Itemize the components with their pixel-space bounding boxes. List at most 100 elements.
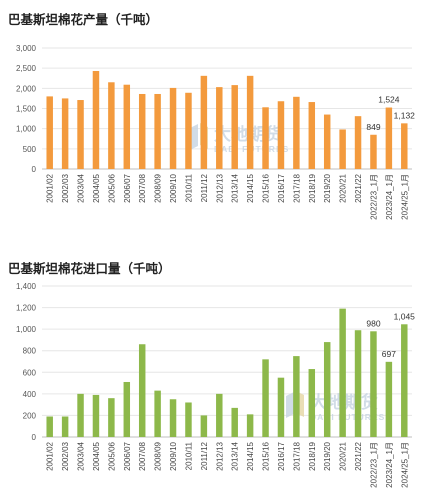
bar [308,102,316,169]
bar [123,84,131,169]
bar [293,356,300,437]
bar [138,344,146,437]
y-tick-label: 0 [32,165,37,174]
x-tick-label: 2002/03 [61,441,70,470]
data-label: 1,132 [394,110,416,120]
bar [385,361,393,437]
logo-icon [286,392,294,418]
x-tick-label: 2003/04 [77,441,86,470]
x-tick-label: 2004/05 [92,173,101,202]
x-tick-label: 2024/25_1月 [400,174,409,220]
x-tick-label: 2014/15 [246,441,255,470]
x-tick-label: 2007/08 [138,441,147,470]
x-tick-label: 2006/07 [123,441,132,470]
data-label: 697 [382,349,396,359]
bar [231,407,238,437]
bar [185,92,192,169]
bar [108,398,115,437]
x-tick-label: 2007/08 [138,173,147,202]
x-tick-label: 2018/19 [308,441,317,470]
x-tick-label: 2014/15 [246,173,255,202]
bar [401,324,408,437]
bar [61,98,69,169]
bar [277,101,285,169]
x-tick-label: 2020/21 [339,173,348,202]
x-tick-label: 2001/02 [46,173,55,202]
bar [323,342,331,437]
x-tick-label: 2020/21 [339,441,348,470]
bar [370,331,377,437]
bar [185,402,192,437]
x-tick-label: 2017/18 [292,441,301,470]
chart-title: 巴基斯坦棉花产量（千吨） [8,13,159,27]
y-tick-label: 3,000 [16,44,37,53]
x-tick-label: 2008/09 [154,441,163,470]
bar [46,416,53,437]
bar [246,414,254,437]
bar [216,393,223,437]
bar [262,359,269,437]
data-label: 980 [366,318,380,328]
y-tick-label: 600 [23,368,37,377]
data-label: 1,045 [394,311,416,321]
y-tick-label: 800 [23,347,37,356]
bar [262,107,269,169]
x-tick-label: 2010/11 [184,173,193,202]
bar [339,308,346,437]
chart-title: 巴基斯坦棉花进口量（千吨） [8,262,171,276]
bar [293,96,300,169]
y-tick-label: 1,500 [16,105,37,114]
logo-icon [190,124,198,150]
bar [216,87,223,169]
y-tick-label: 1,200 [16,304,37,313]
y-tick-label: 2,500 [16,64,37,73]
bar [154,390,161,437]
y-tick-label: 1,000 [16,325,37,334]
bar [154,93,161,169]
y-tick-label: 1,000 [16,125,37,134]
x-tick-label: 2023/24_1月 [385,442,394,488]
x-tick-label: 2005/06 [107,173,116,202]
x-tick-label: 2022/23_1月 [369,442,378,488]
bar [401,123,408,169]
x-tick-label: 2021/22 [354,173,363,202]
bar [92,394,100,437]
x-tick-label: 2001/02 [46,441,55,470]
x-tick-label: 2016/17 [277,173,286,202]
bar [231,85,238,169]
x-tick-label: 2013/14 [231,441,240,470]
bar [246,75,254,169]
production-chart-panel: 巴基斯坦棉花产量（千吨） 0 500 1,000 1,500 2,000 2,500 3,0… [0,0,422,250]
x-tick-label: 2016/17 [277,441,286,470]
x-tick-label: 2005/06 [107,441,116,470]
bar [308,369,316,437]
bar [138,93,146,169]
x-tick-label: 2012/13 [215,441,224,470]
bar [108,82,115,169]
bar [354,330,362,437]
bar [123,381,131,437]
y-tick-label: 0 [32,433,37,442]
x-tick-label: 2015/16 [262,173,271,202]
x-tick-label: 2012/13 [215,173,224,202]
bar [339,129,346,169]
x-tick-label: 2018/19 [308,173,317,202]
bar [169,87,177,169]
watermark-sub: DADI FUTURES [310,412,385,422]
bar [354,116,362,169]
x-tick-label: 2013/14 [231,173,240,202]
bar [92,70,100,169]
bar [323,114,331,169]
bar [77,393,84,437]
y-tick-label: 400 [23,390,37,399]
x-tick-label: 2011/12 [200,173,209,202]
bar [200,75,208,169]
bar [370,134,377,169]
bar [61,416,69,437]
y-tick-label: 2,000 [16,84,37,93]
x-tick-label: 2004/05 [92,441,101,470]
x-tick-label: 2024/25_1月 [400,442,409,488]
data-label: 1,524 [378,95,400,105]
